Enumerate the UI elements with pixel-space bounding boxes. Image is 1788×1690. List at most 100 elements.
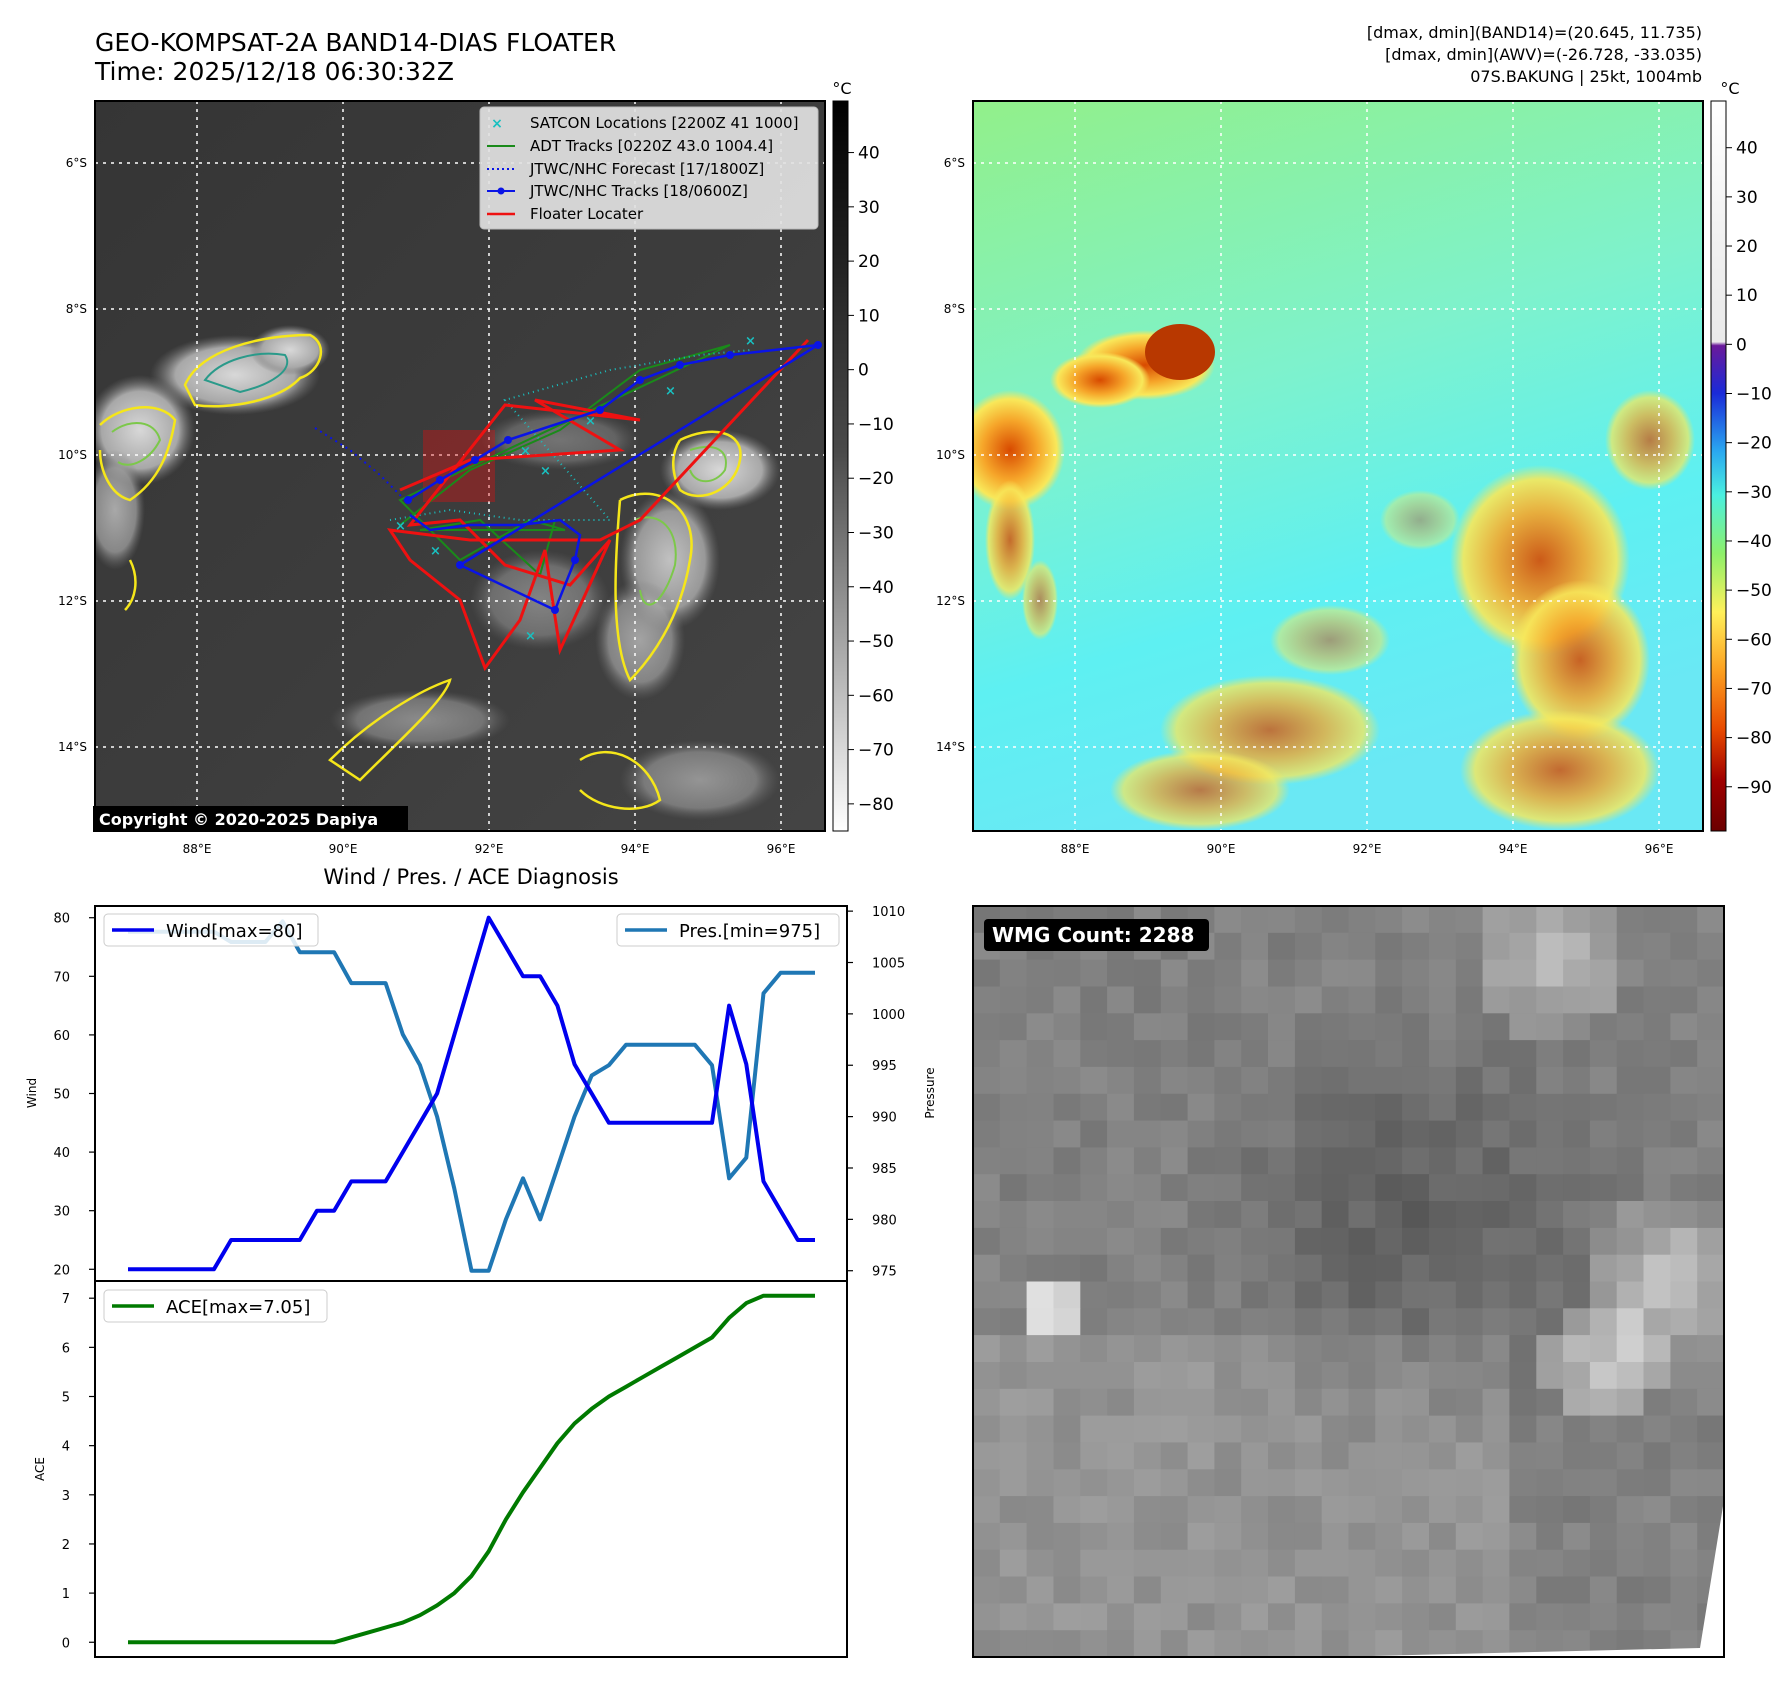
copyright-text: Copyright © 2020-2025 Dapiya <box>99 810 378 829</box>
storm-info-text: 07S.BAKUNG | 25kt, 1004mb <box>1470 67 1702 86</box>
pressure-legend-label: Pres.[min=975] <box>679 921 820 942</box>
svg-text:×: × <box>395 519 406 534</box>
figure-time: Time: 2025/12/18 06:30:32Z <box>94 57 454 86</box>
wmg-imagery <box>973 906 1724 1657</box>
awv-lon-tick-88e: 88°E <box>1061 842 1090 856</box>
svg-text:×: × <box>665 384 676 399</box>
ace-tick-label-5: 5 <box>62 1391 70 1406</box>
wind-axis-label: Wind <box>25 1078 39 1108</box>
wind-ticks: 20 30 40 50 60 70 80 <box>53 912 95 1278</box>
wind-legend-label: Wind[max=80] <box>166 921 303 942</box>
svg-text:×: × <box>745 334 756 349</box>
ir-colorbar-tick-label-8: −40 <box>858 578 894 598</box>
awv-lat-tick-10s: 10°S <box>936 448 965 462</box>
ir-contours <box>98 333 742 810</box>
ir-map-panel: × × × × × × × × × SATCON Locations [2200Z 41 … <box>93 100 826 832</box>
awv-colorbar-tick-label-11: −70 <box>1736 679 1772 699</box>
ir-colorbar-tick-label-4: 0 <box>858 361 869 381</box>
jtwc-track-line <box>407 343 819 612</box>
floater-locater-line <box>386 338 810 672</box>
ir-colorbar-tick-label-6: −20 <box>858 469 894 489</box>
awv-map-panel <box>972 100 1704 832</box>
svg-text:×: × <box>540 464 551 479</box>
ace-tick-label-7: 7 <box>62 1292 70 1307</box>
ace-legend-label: ACE[max=7.05] <box>166 1297 310 1318</box>
jtwc-track-points <box>404 341 822 614</box>
wind-tick-label-6: 80 <box>53 912 70 927</box>
ir-lon-tick-96e: 96°E <box>767 842 796 856</box>
wind-tick-label-2: 40 <box>53 1146 70 1161</box>
pressure-tick-label-7: 1010 <box>872 905 905 920</box>
ir-colorbar-tick-label-1: 30 <box>858 198 880 218</box>
pressure-legend: Pres.[min=975] <box>616 913 840 947</box>
ir-lon-tick-90e: 90°E <box>329 842 358 856</box>
adt-track-line <box>398 344 731 577</box>
ir-lat-tick-14s: 14°S <box>58 740 87 754</box>
awv-colorbar-tick-label-5: −10 <box>1736 384 1772 404</box>
awv-colorbar-tick-label-4: 0 <box>1736 335 1747 355</box>
wind-tick-label-5: 70 <box>53 970 70 985</box>
ir-lat-tick-12s: 12°S <box>58 594 87 608</box>
ir-colorbar: °C 40 30 20 10 0 −10 −20 −30 −40 −50 −60 −70 −80 <box>832 79 894 832</box>
ir-colorbar-tick-label-3: 10 <box>858 306 880 326</box>
ace-tick-label-6: 6 <box>62 1341 70 1356</box>
wmg-panel: WMG Count: 2288 <box>972 905 1725 1658</box>
awv-colorbar-tick-label-13: −90 <box>1736 778 1772 798</box>
awv-colorbar-unit: °C <box>1720 79 1739 98</box>
awv-colorbar-tick-label-7: −30 <box>1736 483 1772 503</box>
awv-colorbar-tick-label-2: 20 <box>1736 237 1758 257</box>
awv-gridlines <box>973 101 1703 831</box>
ir-lat-tick-8s: 8°S <box>66 302 87 316</box>
awv-lat-ticks: 6°S 8°S 10°S 12°S 14°S <box>936 156 965 754</box>
satcon-points: × × × × × × × × <box>395 334 756 644</box>
awv-lat-tick-12s: 12°S <box>936 594 965 608</box>
awv-lon-tick-96e: 96°E <box>1645 842 1674 856</box>
awv-lat-tick-8s: 8°S <box>944 302 965 316</box>
awv-lat-tick-14s: 14°S <box>936 740 965 754</box>
dmax-awv-text: [dmax, dmin](AWV)=(-26.728, -33.035) <box>1385 45 1702 64</box>
awv-lat-tick-6s: 6°S <box>944 156 965 170</box>
wind-tick-label-0: 20 <box>53 1263 70 1278</box>
legend-forecast-label: JTWC/NHC Forecast [17/1800Z] <box>529 160 764 178</box>
pressure-ticks: 975 980 985 990 995 1000 1005 1010 <box>847 905 905 1280</box>
wind-tick-label-1: 30 <box>53 1205 70 1220</box>
ace-series-line <box>128 1293 815 1645</box>
pressure-tick-label-3: 990 <box>872 1111 897 1126</box>
wind-legend: Wind[max=80] <box>103 913 319 947</box>
awv-colorbar-tick-label-10: −60 <box>1736 630 1772 650</box>
ir-colorbar-tick-label-10: −60 <box>858 686 894 706</box>
legend-adt-label: ADT Tracks [0220Z 43.0 1004.4] <box>530 137 773 155</box>
legend-tracks-label: JTWC/NHC Tracks [18/0600Z] <box>529 182 748 200</box>
svg-text:×: × <box>585 414 596 429</box>
awv-colorbar: °C 40 30 20 10 0 −10 −20 −30 −40 −50 −60 −70 −80 −90 <box>1710 79 1772 832</box>
awv-lon-tick-90e: 90°E <box>1207 842 1236 856</box>
awv-imagery <box>973 324 1695 830</box>
legend-satcon-label: SATCON Locations [2200Z 41 1000] <box>530 114 798 132</box>
diagnosis-title: Wind / Pres. / ACE Diagnosis <box>323 865 618 889</box>
awv-colorbar-tick-label-1: 30 <box>1736 188 1758 208</box>
awv-lon-ticks: 88°E 90°E 92°E 94°E 96°E <box>1061 842 1674 856</box>
svg-text:×: × <box>520 444 531 459</box>
ir-colorbar-tick-label-9: −50 <box>858 632 894 652</box>
awv-lon-tick-92e: 92°E <box>1353 842 1382 856</box>
jtwc-forecast-line <box>314 427 406 501</box>
wind-tick-label-4: 60 <box>53 1029 70 1044</box>
ir-lon-tick-94e: 94°E <box>621 842 650 856</box>
ace-tick-label-4: 4 <box>62 1440 70 1455</box>
ir-lon-tick-92e: 92°E <box>475 842 504 856</box>
legend-floater-label: Floater Locater <box>530 205 644 223</box>
pressure-tick-label-6: 1005 <box>872 957 905 972</box>
ace-plot <box>94 1280 848 1658</box>
ace-tick-label-1: 1 <box>62 1587 70 1602</box>
ir-lat-ticks: 6°S 8°S 10°S 12°S 14°S <box>58 156 87 754</box>
ir-gridlines <box>95 101 825 831</box>
ir-colorbar-unit: °C <box>832 79 851 98</box>
pressure-tick-label-1: 980 <box>872 1213 897 1228</box>
ace-tick-label-3: 3 <box>62 1489 70 1504</box>
awv-colorbar-tick-label-12: −80 <box>1736 729 1772 749</box>
ir-colorbar-tick-label-11: −70 <box>858 741 894 761</box>
ir-colorbar-tick-label-5: −10 <box>858 415 894 435</box>
awv-colorbar-tick-label-8: −40 <box>1736 532 1772 552</box>
svg-text:×: × <box>525 629 536 644</box>
